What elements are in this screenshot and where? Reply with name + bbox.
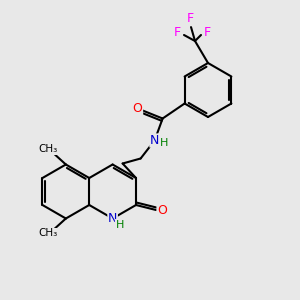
Text: CH₃: CH₃ [38, 229, 58, 238]
Text: F: F [173, 26, 181, 40]
Text: N: N [108, 212, 117, 225]
Text: H: H [159, 137, 168, 148]
Text: O: O [133, 102, 142, 115]
Text: F: F [203, 26, 211, 40]
Text: N: N [150, 134, 159, 147]
Text: F: F [186, 13, 194, 26]
Text: O: O [157, 203, 167, 217]
Text: CH₃: CH₃ [38, 145, 58, 154]
Text: H: H [116, 220, 124, 230]
